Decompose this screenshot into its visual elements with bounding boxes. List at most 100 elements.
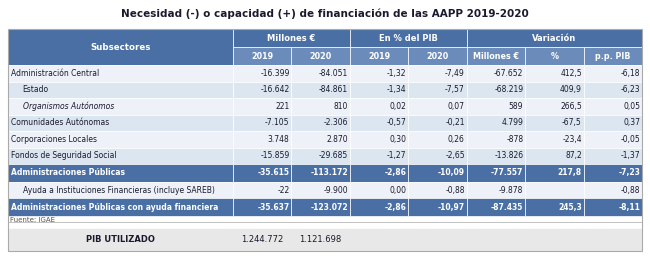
FancyBboxPatch shape xyxy=(408,198,467,217)
FancyBboxPatch shape xyxy=(233,82,291,98)
FancyBboxPatch shape xyxy=(408,47,467,65)
Text: 4.799: 4.799 xyxy=(501,118,523,127)
FancyBboxPatch shape xyxy=(467,147,525,164)
Text: -29.685: -29.685 xyxy=(318,151,348,160)
FancyBboxPatch shape xyxy=(584,82,642,98)
FancyBboxPatch shape xyxy=(8,82,233,98)
Text: 2019: 2019 xyxy=(368,52,390,61)
Text: 245,3: 245,3 xyxy=(558,203,582,212)
FancyBboxPatch shape xyxy=(467,182,525,198)
Text: -7,57: -7,57 xyxy=(445,85,465,95)
FancyBboxPatch shape xyxy=(584,147,642,164)
FancyBboxPatch shape xyxy=(8,198,233,217)
Text: 1.244.772: 1.244.772 xyxy=(241,235,283,244)
FancyBboxPatch shape xyxy=(291,65,350,82)
FancyBboxPatch shape xyxy=(233,182,291,198)
FancyBboxPatch shape xyxy=(291,147,350,164)
FancyBboxPatch shape xyxy=(467,82,525,98)
Text: -113.172: -113.172 xyxy=(310,169,348,177)
Text: 1.121.698: 1.121.698 xyxy=(300,235,342,244)
FancyBboxPatch shape xyxy=(291,98,350,115)
FancyBboxPatch shape xyxy=(350,147,408,164)
FancyBboxPatch shape xyxy=(525,198,584,217)
Text: Administraciones Públicas: Administraciones Públicas xyxy=(11,169,125,177)
Text: -2,86: -2,86 xyxy=(385,203,406,212)
Text: PIB UTILIZADO: PIB UTILIZADO xyxy=(86,235,155,244)
Text: Subsectores: Subsectores xyxy=(90,43,151,52)
Text: 2020: 2020 xyxy=(426,52,448,61)
Text: -1,37: -1,37 xyxy=(621,151,640,160)
Text: 266,5: 266,5 xyxy=(560,102,582,111)
FancyBboxPatch shape xyxy=(233,115,291,131)
Text: -6,23: -6,23 xyxy=(621,85,640,95)
Text: 0,05: 0,05 xyxy=(623,102,640,111)
Text: 217,8: 217,8 xyxy=(558,169,582,177)
FancyBboxPatch shape xyxy=(525,65,584,82)
Text: -16.399: -16.399 xyxy=(260,69,289,78)
Text: 0,30: 0,30 xyxy=(389,135,406,144)
Text: 0,07: 0,07 xyxy=(448,102,465,111)
Text: -2,65: -2,65 xyxy=(445,151,465,160)
Text: -10,97: -10,97 xyxy=(437,203,465,212)
FancyBboxPatch shape xyxy=(350,29,467,47)
FancyBboxPatch shape xyxy=(525,131,584,147)
Text: -878: -878 xyxy=(506,135,523,144)
FancyBboxPatch shape xyxy=(350,182,408,198)
Text: -7,49: -7,49 xyxy=(445,69,465,78)
Text: -16.642: -16.642 xyxy=(260,85,289,95)
Text: 3.748: 3.748 xyxy=(268,135,289,144)
Text: -10,09: -10,09 xyxy=(438,169,465,177)
Text: -0,05: -0,05 xyxy=(621,135,640,144)
FancyBboxPatch shape xyxy=(584,164,642,182)
FancyBboxPatch shape xyxy=(8,65,233,82)
FancyBboxPatch shape xyxy=(350,47,408,65)
Text: -0,57: -0,57 xyxy=(387,118,406,127)
FancyBboxPatch shape xyxy=(350,131,408,147)
Text: -1,32: -1,32 xyxy=(387,69,406,78)
FancyBboxPatch shape xyxy=(467,29,642,47)
FancyBboxPatch shape xyxy=(8,131,233,147)
Text: -9.900: -9.900 xyxy=(323,186,348,195)
Text: Fuente: IGAE: Fuente: IGAE xyxy=(10,217,55,223)
Text: Comunidades Autónomas: Comunidades Autónomas xyxy=(11,118,109,127)
Text: -35.637: -35.637 xyxy=(257,203,289,212)
Text: -0,88: -0,88 xyxy=(621,186,640,195)
Text: 0,00: 0,00 xyxy=(389,186,406,195)
FancyBboxPatch shape xyxy=(408,82,467,98)
FancyBboxPatch shape xyxy=(233,29,350,47)
FancyBboxPatch shape xyxy=(233,65,291,82)
Text: Millones €: Millones € xyxy=(267,34,316,43)
Text: -1,27: -1,27 xyxy=(387,151,406,160)
Text: -1,34: -1,34 xyxy=(387,85,406,95)
FancyBboxPatch shape xyxy=(584,198,642,217)
Text: %: % xyxy=(551,52,558,61)
Text: Necesidad (-) o capacidad (+) de financiación de las AAPP 2019-2020: Necesidad (-) o capacidad (+) de financi… xyxy=(121,8,529,18)
FancyBboxPatch shape xyxy=(584,65,642,82)
Text: -77.557: -77.557 xyxy=(491,169,523,177)
FancyBboxPatch shape xyxy=(291,182,350,198)
Text: 0,37: 0,37 xyxy=(623,118,640,127)
Text: -23,4: -23,4 xyxy=(562,135,582,144)
FancyBboxPatch shape xyxy=(525,115,584,131)
FancyBboxPatch shape xyxy=(291,164,350,182)
FancyBboxPatch shape xyxy=(233,47,291,65)
FancyBboxPatch shape xyxy=(467,198,525,217)
FancyBboxPatch shape xyxy=(408,98,467,115)
FancyBboxPatch shape xyxy=(584,47,642,65)
FancyBboxPatch shape xyxy=(525,82,584,98)
FancyBboxPatch shape xyxy=(467,98,525,115)
Text: -13.826: -13.826 xyxy=(494,151,523,160)
FancyBboxPatch shape xyxy=(233,164,291,182)
FancyBboxPatch shape xyxy=(525,147,584,164)
Text: -123.072: -123.072 xyxy=(310,203,348,212)
FancyBboxPatch shape xyxy=(291,131,350,147)
FancyBboxPatch shape xyxy=(8,164,233,182)
Text: p.p. PIB: p.p. PIB xyxy=(595,52,630,61)
FancyBboxPatch shape xyxy=(291,82,350,98)
FancyBboxPatch shape xyxy=(8,98,233,115)
Text: 0,26: 0,26 xyxy=(448,135,465,144)
Text: -84.861: -84.861 xyxy=(319,85,348,95)
Text: 412,5: 412,5 xyxy=(560,69,582,78)
Text: Ayuda a Instituciones Financieras (incluye SAREB): Ayuda a Instituciones Financieras (inclu… xyxy=(23,186,215,195)
Text: Estado: Estado xyxy=(23,85,49,95)
